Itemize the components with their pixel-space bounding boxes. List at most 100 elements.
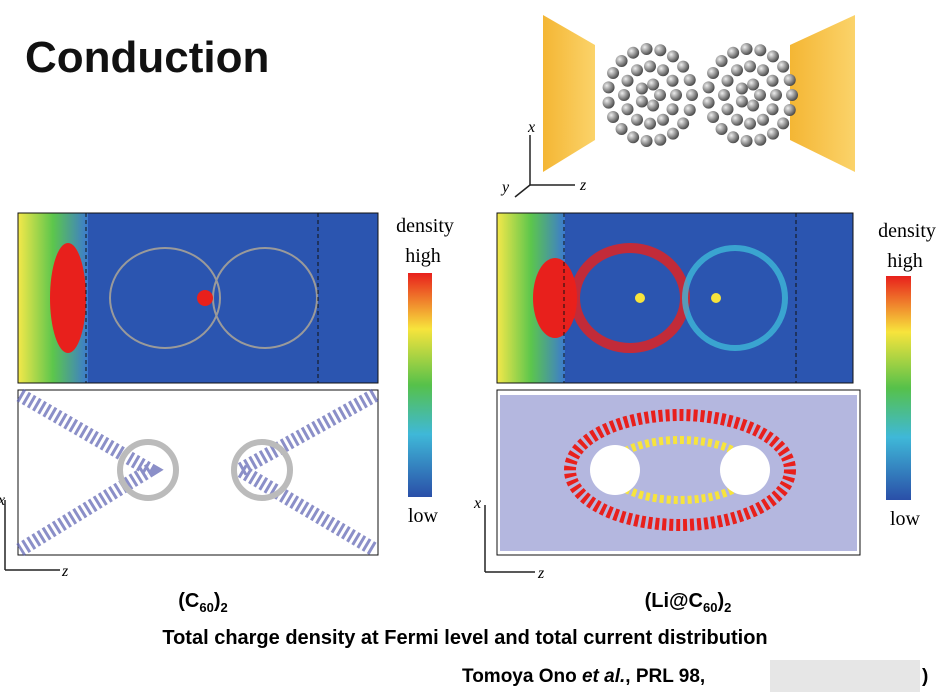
atom [640,42,653,55]
atom [735,82,748,95]
atom [707,67,720,80]
atom [740,42,753,55]
label-part: (C [178,590,199,612]
atom [677,117,690,130]
colorbar [408,273,432,497]
atom [635,95,648,108]
atom [654,133,667,146]
atom [740,135,753,148]
atom [644,117,656,130]
atom [647,78,660,91]
atom [666,103,679,116]
atom [770,89,782,101]
atom [602,81,615,94]
atom [766,103,779,116]
atom [727,46,740,59]
atom [715,55,728,68]
atom [647,99,660,112]
atom [757,113,769,126]
atom [766,127,779,140]
label-part: ) [717,590,724,612]
atom [683,73,696,86]
atom [744,117,756,130]
atom [654,44,667,57]
atom [666,74,679,87]
atom [615,55,628,68]
slide-title: Conduction [25,33,269,82]
density-map [17,212,379,384]
current-map [16,388,379,557]
atom [683,104,696,117]
atom [627,131,640,144]
atom [715,122,728,135]
atom [644,60,656,73]
axis-label: x [473,495,481,512]
atom [657,113,669,126]
atom [754,133,767,146]
colorbar-title: density [878,220,936,242]
axis-label: z [61,563,69,580]
label-sub: 60 [199,600,213,615]
citation-source: , PRL 98, [625,666,705,687]
label-part: ) [214,590,221,612]
current-map [496,389,861,556]
atom [635,82,648,95]
atom [607,110,620,123]
atom [777,117,790,130]
citation-etal: et al. [582,666,625,687]
atom [744,60,756,73]
atom [702,81,715,94]
molecule-illustration: x z y [500,15,855,198]
atom [627,46,640,59]
atom [686,89,698,101]
atom [766,50,779,63]
atom [786,89,798,101]
density-map [496,212,854,384]
colorbar [886,276,911,500]
atom [615,122,628,135]
atom [702,96,715,109]
atom [618,89,630,101]
atom [657,64,669,77]
atom [747,78,760,91]
colorbar-high: high [887,250,923,272]
atom [631,64,643,77]
caption: Total charge density at Fermi level and … [162,627,767,649]
axis-label: z [537,565,545,582]
label-part: (Li@C [645,590,703,612]
colorbar-title: density [396,215,454,237]
colorbar-low: low [408,505,439,527]
colorbar-low: low [890,508,921,530]
atom [721,74,734,87]
atom [602,96,615,109]
atom [666,50,679,63]
atom [654,89,666,101]
atom [731,64,743,77]
citation-author: Tomoya Ono [462,666,582,687]
atom [640,135,653,148]
atom [783,104,796,117]
colorbar-high: high [405,245,441,267]
atom [607,67,620,80]
atom [766,74,779,87]
atom [754,44,767,57]
atom [731,113,743,126]
axis-label: y [500,179,510,196]
label-sub: 60 [703,600,717,615]
panel-label: (C60)2 [178,590,227,615]
label-sub: 2 [221,600,228,615]
atom [621,74,634,87]
atom [666,127,679,140]
obscured-area [770,660,920,692]
atom [727,131,740,144]
atom [670,89,682,101]
atom [707,110,720,123]
atom [777,60,790,73]
citation: Tomoya Ono et al., PRL 98, [462,666,705,687]
atom [747,99,760,112]
atom [735,95,748,108]
atom [754,89,766,101]
atom [718,89,730,101]
atom [631,113,643,126]
